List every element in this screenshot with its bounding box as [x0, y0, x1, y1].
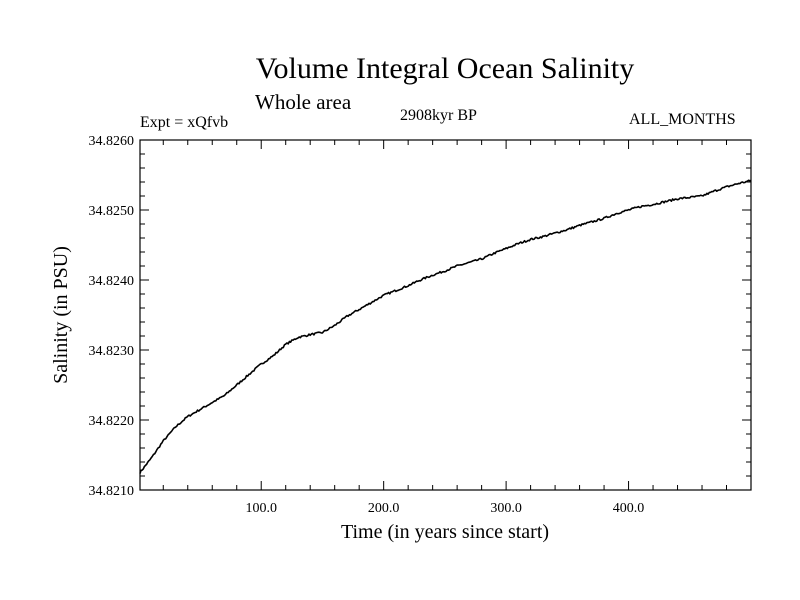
x-tick-label: 100.0 [245, 501, 277, 516]
months-label: ALL_MONTHS [629, 111, 736, 128]
period-label: 2908kyr BP [400, 107, 477, 124]
y-tick-label: 34.8260 [89, 134, 135, 149]
plot-frame [139, 139, 752, 491]
y-axis-label: Salinity (in PSU) [50, 246, 72, 384]
y-tick-label: 34.8220 [89, 414, 135, 429]
y-tick-label: 34.8210 [89, 484, 135, 499]
chart-title: Volume Integral Ocean Salinity [255, 52, 635, 85]
experiment-label: Expt = xQfvb [140, 114, 229, 131]
y-tick-label: 34.8250 [89, 204, 135, 219]
x-axis-label: Time (in years since start) [341, 521, 549, 543]
x-tick-label: 200.0 [368, 501, 400, 516]
x-tick-label: 400.0 [613, 501, 645, 516]
y-tick-label: 34.8230 [89, 344, 135, 359]
x-tick-label: 300.0 [490, 501, 522, 516]
salinity-series-line [139, 179, 752, 474]
y-tick-label: 34.8240 [89, 274, 135, 289]
chart-subtitle: Whole area [255, 90, 352, 114]
